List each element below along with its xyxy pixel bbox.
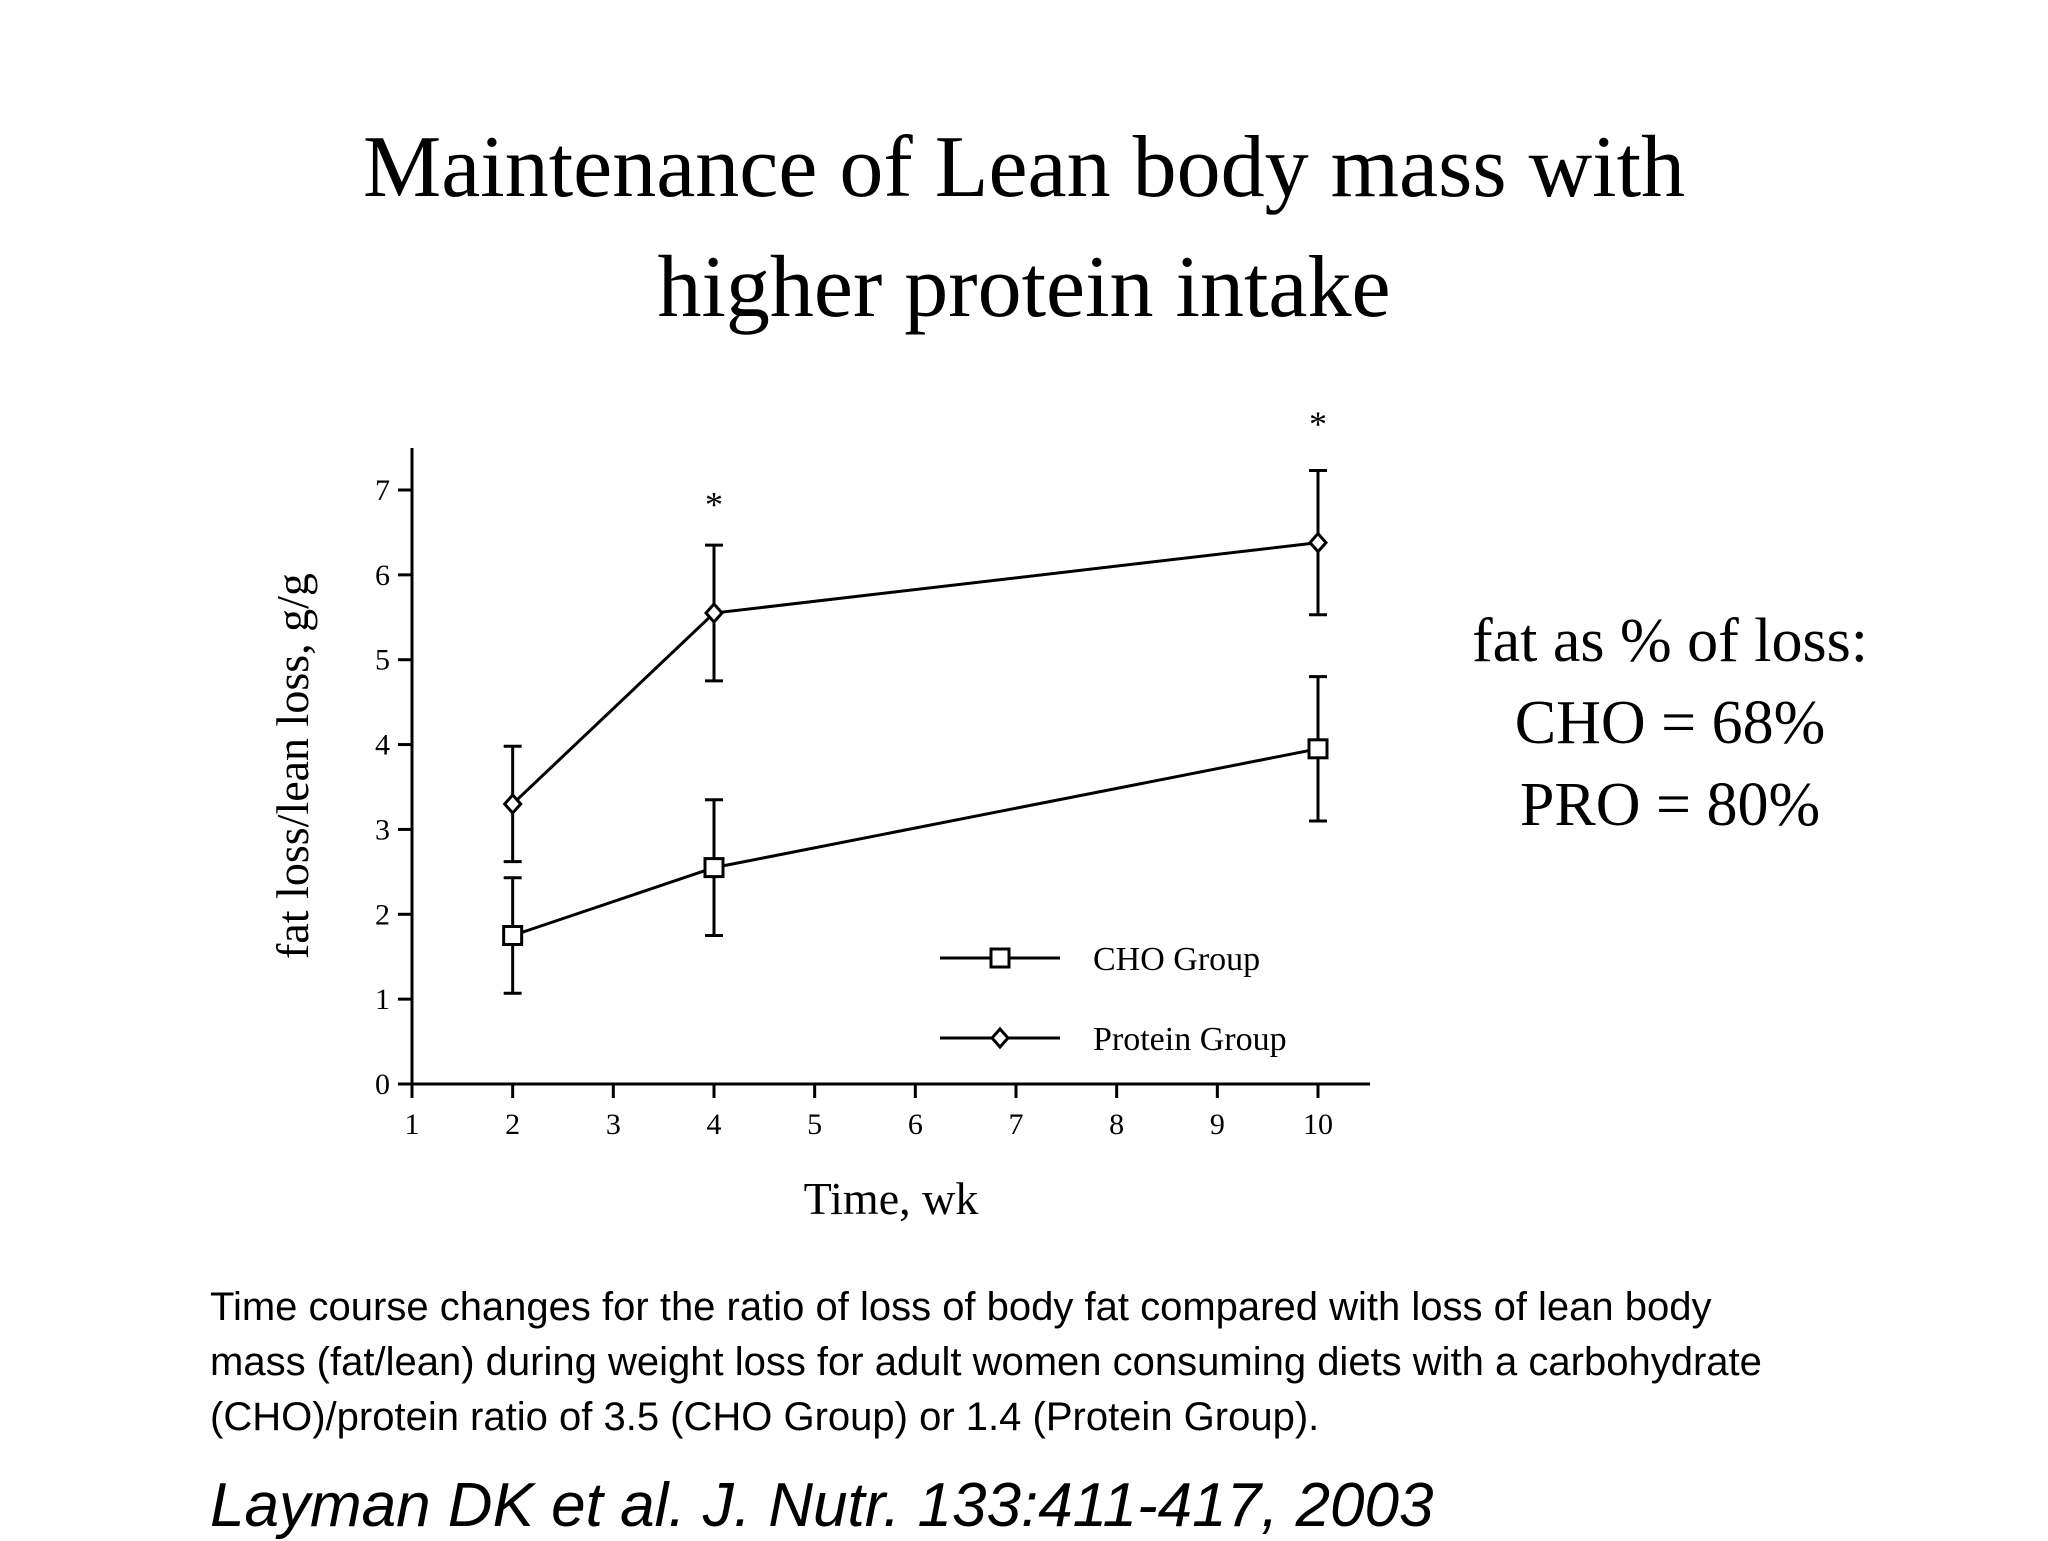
figure-caption: Time course changes for the ratio of los… <box>210 1280 2010 1445</box>
data-point <box>703 857 725 879</box>
caption-line-3: (CHO)/protein ratio of 3.5 (CHO Group) o… <box>210 1395 1320 1439</box>
caption-line-2: mass (fat/lean) during weight loss for a… <box>210 1340 1762 1384</box>
y-tick-label: 1 <box>375 983 390 1016</box>
y-tick-label: 7 <box>375 474 390 507</box>
x-tick-label: 10 <box>1303 1108 1333 1141</box>
data-point <box>502 792 523 816</box>
chart-series: ** <box>502 404 1329 995</box>
summary-cho: CHO = 68% <box>1514 689 1826 757</box>
summary-pro: PRO = 80% <box>1519 771 1821 839</box>
y-tick-label: 0 <box>375 1068 390 1101</box>
significance-star: * <box>1309 404 1327 444</box>
legend-label: CHO Group <box>1093 941 1260 978</box>
x-tick-label: 6 <box>908 1108 923 1141</box>
series-line <box>511 541 1319 806</box>
series-diamond <box>502 468 1329 864</box>
chart-legend: CHO Group Protein Group <box>940 941 1287 1058</box>
y-tick-label: 3 <box>375 813 390 846</box>
fat-loss-summary: fat as % of loss: CHO = 68% PRO = 80% <box>1420 600 1920 846</box>
significance-star: * <box>705 484 723 524</box>
title-line-2: higher protein intake <box>657 239 1391 336</box>
y-tick-label: 5 <box>375 644 390 677</box>
data-point <box>703 601 725 625</box>
title-line-1: Maintenance of Lean body mass with <box>362 119 1686 216</box>
x-tick-label: 9 <box>1210 1108 1225 1141</box>
citation: Layman DK et al. J. Nutr. 133:411-417, 2… <box>210 1471 1434 1540</box>
x-axis-label: Time, wk <box>804 1173 979 1224</box>
x-tick-label: 4 <box>707 1108 722 1141</box>
legend-label: Protein Group <box>1093 1021 1287 1058</box>
x-tick-label: 5 <box>807 1108 822 1141</box>
y-tick-label: 2 <box>375 898 390 931</box>
y-axis-label: fat loss/lean loss, g/g <box>267 573 318 959</box>
y-tick-label: 4 <box>375 729 390 762</box>
summary-heading: fat as % of loss: <box>1471 607 1869 675</box>
legend-marker <box>989 1026 1011 1050</box>
x-tick-label: 1 <box>405 1108 420 1141</box>
data-point <box>502 925 524 946</box>
x-tick-label: 2 <box>505 1108 520 1141</box>
series-line <box>512 747 1319 937</box>
data-point <box>1307 738 1329 760</box>
y-tick-label: 6 <box>375 559 390 592</box>
x-tick-label: 3 <box>606 1108 621 1141</box>
series-square <box>502 675 1329 995</box>
legend-marker <box>989 947 1011 969</box>
data-point <box>1307 531 1329 554</box>
caption-line-1: Time course changes for the ratio of los… <box>210 1285 1712 1329</box>
slide-title: Maintenance of Lean body mass with highe… <box>0 108 2048 348</box>
x-tick-label: 7 <box>1009 1108 1024 1141</box>
x-tick-label: 8 <box>1109 1108 1124 1141</box>
